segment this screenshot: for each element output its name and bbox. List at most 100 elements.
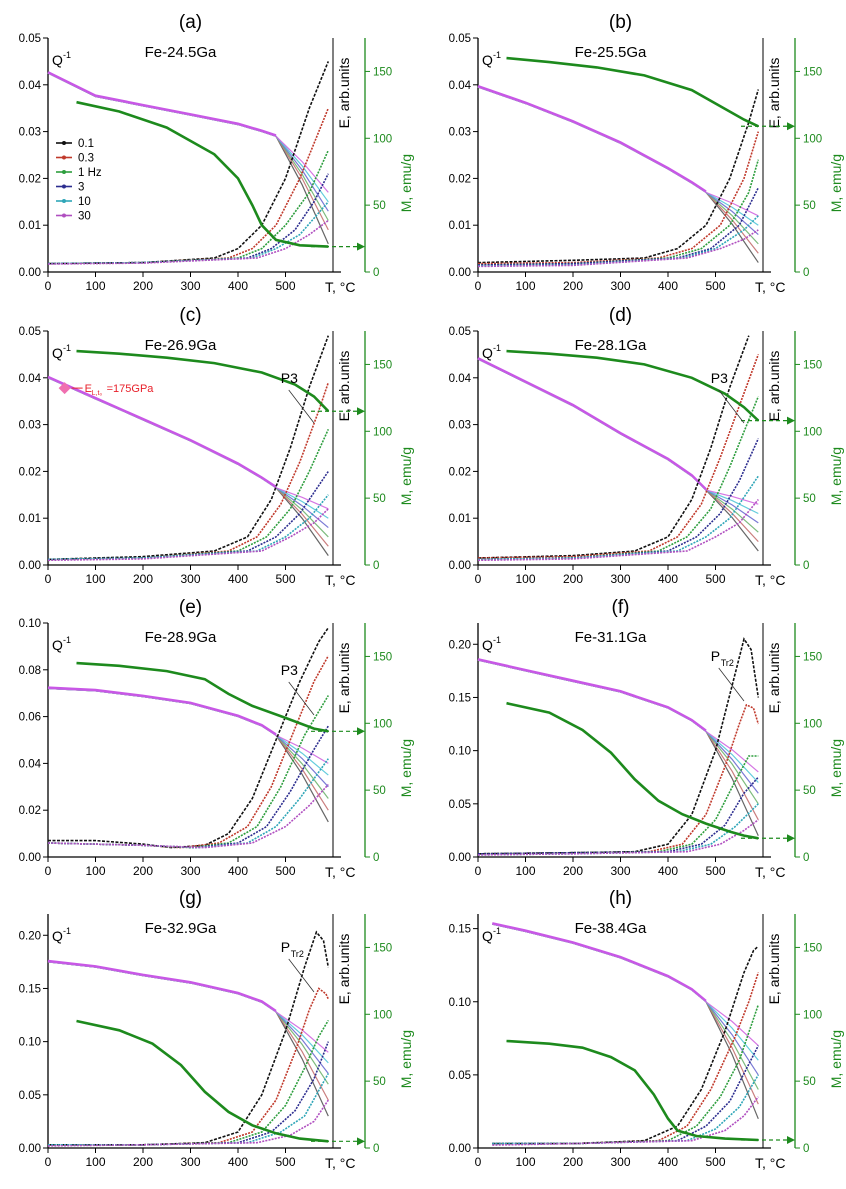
q-series-2	[47, 382, 330, 561]
m-axis-label: M, emu/g	[398, 1030, 414, 1088]
q-series-4	[47, 470, 329, 561]
x-tick-label: 0	[475, 864, 482, 878]
m-tick-label: 0	[373, 267, 379, 279]
e-curve	[477, 659, 759, 773]
x-axis-label: T, °C	[755, 1155, 786, 1171]
x-tick-label: 200	[563, 279, 583, 293]
y-tick-label: 0.05	[449, 326, 471, 338]
q-series-6	[477, 498, 759, 562]
y-tick-label: 0.05	[449, 1070, 471, 1082]
magnetization-curve	[506, 701, 759, 840]
e-curve	[477, 659, 759, 783]
e-curve-main	[477, 658, 707, 732]
q-series-6	[492, 1096, 759, 1146]
q-series-2	[492, 972, 760, 1145]
x-tick-label: 0	[45, 864, 52, 878]
e-curve	[47, 961, 329, 1064]
q-series-2	[47, 107, 330, 265]
y-tick-label: 0.00	[449, 852, 471, 864]
q-series-4	[47, 173, 330, 265]
x-tick-label: 400	[228, 572, 248, 586]
y-tick-label: 0.00	[449, 560, 471, 572]
q-axis-sup: -1	[63, 50, 71, 60]
y-tick-label: 0.00	[19, 267, 41, 279]
x-tick-label: 0	[475, 572, 482, 586]
m-axis-label: M, emu/g	[398, 739, 414, 797]
e-curve	[477, 358, 759, 552]
m-tick-label: 50	[373, 200, 386, 212]
m-tick-label: 50	[373, 785, 386, 797]
x-tick-label: 400	[658, 864, 678, 878]
m-arrow-head	[787, 834, 795, 843]
panel-label: (c)	[179, 305, 201, 326]
legend-marker	[62, 155, 66, 160]
q-series-1	[477, 637, 760, 855]
peak-label: P3	[281, 662, 298, 678]
y-tick-label: 0.01	[19, 220, 41, 232]
q-series-3	[477, 755, 759, 855]
legend-marker	[62, 199, 66, 203]
magnetization-curve	[76, 661, 329, 733]
e-curve-main	[47, 686, 277, 736]
magnetization-curve	[76, 1019, 329, 1143]
q-series-6	[477, 819, 759, 856]
x-tick-label: 500	[275, 279, 295, 293]
x-axis-label: T, °C	[755, 279, 786, 295]
composition-title: Fe-26.9Ga	[145, 337, 217, 354]
legend-marker	[62, 213, 66, 218]
e-curve	[47, 687, 329, 811]
y-tick-label: 0.02	[19, 466, 41, 478]
m-tick-label: 0	[803, 852, 809, 864]
q-series-5	[48, 1073, 329, 1146]
q-series-3	[477, 159, 760, 266]
composition-title: Fe-28.1Ga	[575, 337, 647, 354]
e-curve	[47, 377, 329, 547]
m-tick-label: 0	[373, 560, 379, 572]
y-tick-label: 0.06	[19, 712, 41, 724]
m-tick-label: 100	[803, 426, 822, 438]
q-series-6	[47, 783, 329, 849]
x-tick-label: 200	[133, 572, 153, 586]
e-curve	[477, 659, 759, 805]
composition-title: Fe-38.4Ga	[575, 920, 647, 937]
q-axis-label: Q	[482, 637, 493, 653]
e-curve-main	[492, 922, 707, 1002]
x-axis-label: T, °C	[755, 864, 786, 880]
m-tick-label: 50	[803, 493, 816, 505]
q-series-3	[477, 396, 760, 561]
q-axis-sup: -1	[63, 926, 71, 936]
y-tick-label: 0.15	[19, 983, 41, 995]
m-tick-label: 100	[373, 426, 392, 438]
x-tick-label: 300	[180, 864, 200, 878]
e-axis-label: E, arb.units	[336, 351, 352, 422]
y-tick-label: 0.02	[19, 173, 41, 185]
y-tick-label: 0.03	[449, 127, 471, 139]
m-axis-label: M, emu/g	[828, 1030, 844, 1088]
e-axis-label: E, arb.units	[766, 643, 782, 714]
x-tick-label: 500	[705, 1155, 725, 1169]
m-tick-label: 150	[803, 651, 822, 663]
peak-pointer	[288, 681, 315, 716]
x-tick-label: 500	[705, 864, 725, 878]
e-curve-main	[47, 71, 277, 137]
e-axis-label: E, arb.units	[766, 351, 782, 422]
q-axis-label: Q	[52, 345, 63, 361]
x-tick-label: 200	[563, 572, 583, 586]
peak-label: P3	[711, 370, 728, 386]
e-curve	[492, 923, 759, 1076]
y-tick-label: 0.00	[19, 560, 41, 572]
y-tick-label: 0.00	[449, 267, 471, 279]
e-curve	[492, 923, 759, 1061]
x-tick-label: 200	[133, 279, 153, 293]
m-axis-label: M, emu/g	[398, 447, 414, 505]
e-axis-label: E, arb.units	[766, 934, 782, 1005]
m-arrow-head	[787, 122, 795, 131]
legend-label: 30	[78, 211, 91, 223]
peak-label: P3	[281, 370, 298, 386]
x-tick-label: 400	[228, 864, 248, 878]
e-curve	[477, 86, 759, 245]
x-tick-label: 100	[515, 279, 535, 293]
e-curve	[477, 659, 759, 794]
